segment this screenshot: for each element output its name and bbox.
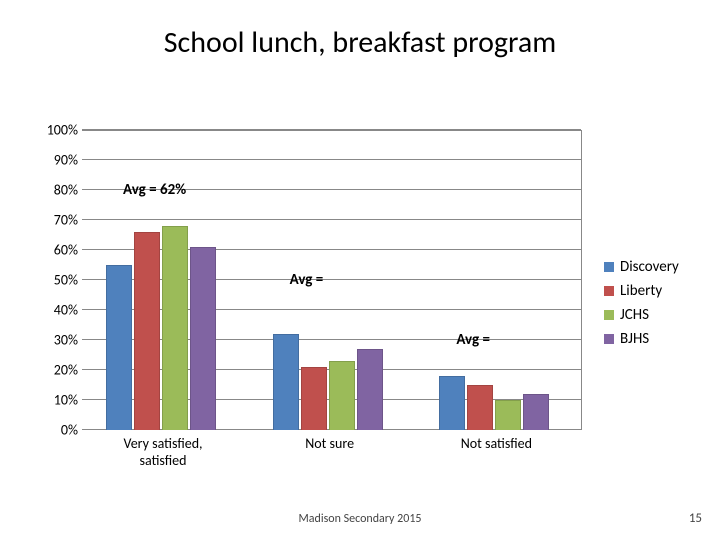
y-tick-label: 60% bbox=[36, 242, 78, 259]
bar bbox=[273, 334, 299, 430]
bar bbox=[495, 400, 521, 430]
legend-label: BJHS bbox=[620, 330, 649, 348]
legend-swatch bbox=[604, 310, 614, 320]
bar bbox=[162, 226, 188, 430]
annotation: Avg = bbox=[290, 271, 324, 289]
y-tick-label: 0% bbox=[36, 422, 78, 439]
legend-item: BJHS bbox=[604, 330, 679, 348]
bar bbox=[439, 376, 465, 430]
page-number: 15 bbox=[689, 511, 702, 526]
bar bbox=[301, 367, 327, 430]
bar bbox=[329, 361, 355, 430]
bar-group bbox=[273, 334, 387, 430]
legend-item: Liberty bbox=[604, 282, 679, 300]
legend-swatch bbox=[604, 334, 614, 344]
bar bbox=[106, 265, 132, 430]
y-tick-label: 100% bbox=[36, 122, 78, 139]
y-tick-label: 70% bbox=[36, 212, 78, 229]
legend-item: Discovery bbox=[604, 258, 679, 276]
y-tick-label: 40% bbox=[36, 302, 78, 319]
bar bbox=[134, 232, 160, 430]
grid-line bbox=[82, 219, 581, 220]
plot-area bbox=[82, 130, 582, 430]
y-tick-label: 80% bbox=[36, 182, 78, 199]
footer-text: Madison Secondary 2015 bbox=[0, 512, 720, 526]
annotation: Avg = bbox=[456, 331, 490, 349]
legend-label: Liberty bbox=[620, 282, 662, 300]
legend-label: JCHS bbox=[620, 306, 649, 324]
y-tick-label: 30% bbox=[36, 332, 78, 349]
x-tick-label: Very satisfied,satisfied bbox=[103, 436, 223, 470]
legend-item: JCHS bbox=[604, 306, 679, 324]
bar bbox=[357, 349, 383, 430]
annotation: Avg = 62% bbox=[123, 181, 186, 199]
y-tick-label: 50% bbox=[36, 272, 78, 289]
grid-line bbox=[82, 159, 581, 160]
legend: Discovery Liberty JCHS BJHS bbox=[604, 258, 679, 354]
y-tick-label: 10% bbox=[36, 392, 78, 409]
x-tick-label: Not sure bbox=[270, 436, 390, 453]
bar-group bbox=[439, 376, 553, 430]
y-tick-label: 90% bbox=[36, 152, 78, 169]
x-tick-label: Not satisfied bbox=[436, 436, 556, 453]
page-title: School lunch, breakfast program bbox=[0, 0, 720, 61]
bar-chart: 0%10%20%30%40%50%60%70%80%90%100% Very s… bbox=[36, 130, 596, 460]
bar bbox=[467, 385, 493, 430]
legend-label: Discovery bbox=[620, 258, 679, 276]
grid-line bbox=[82, 129, 581, 130]
y-tick-label: 20% bbox=[36, 362, 78, 379]
legend-swatch bbox=[604, 286, 614, 296]
bar bbox=[523, 394, 549, 430]
bar-group bbox=[106, 226, 220, 430]
legend-swatch bbox=[604, 262, 614, 272]
bar bbox=[190, 247, 216, 430]
